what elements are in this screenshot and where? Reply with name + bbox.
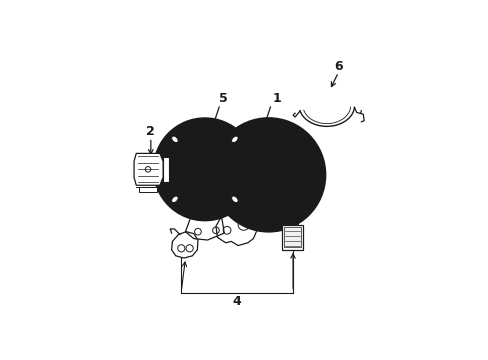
Circle shape — [153, 118, 256, 221]
Text: 6: 6 — [333, 60, 342, 73]
Polygon shape — [134, 153, 163, 185]
Bar — [163, 157, 169, 182]
Text: 5: 5 — [219, 91, 227, 105]
Text: 4: 4 — [232, 295, 241, 308]
Bar — [284, 227, 300, 247]
Ellipse shape — [231, 196, 238, 203]
Text: 3: 3 — [236, 179, 244, 193]
Text: 1: 1 — [272, 91, 281, 105]
Text: 2: 2 — [146, 125, 155, 138]
Circle shape — [211, 118, 325, 232]
Ellipse shape — [171, 136, 178, 143]
Ellipse shape — [231, 136, 238, 143]
Bar — [282, 225, 303, 250]
Bar — [139, 187, 157, 192]
Ellipse shape — [171, 196, 178, 203]
